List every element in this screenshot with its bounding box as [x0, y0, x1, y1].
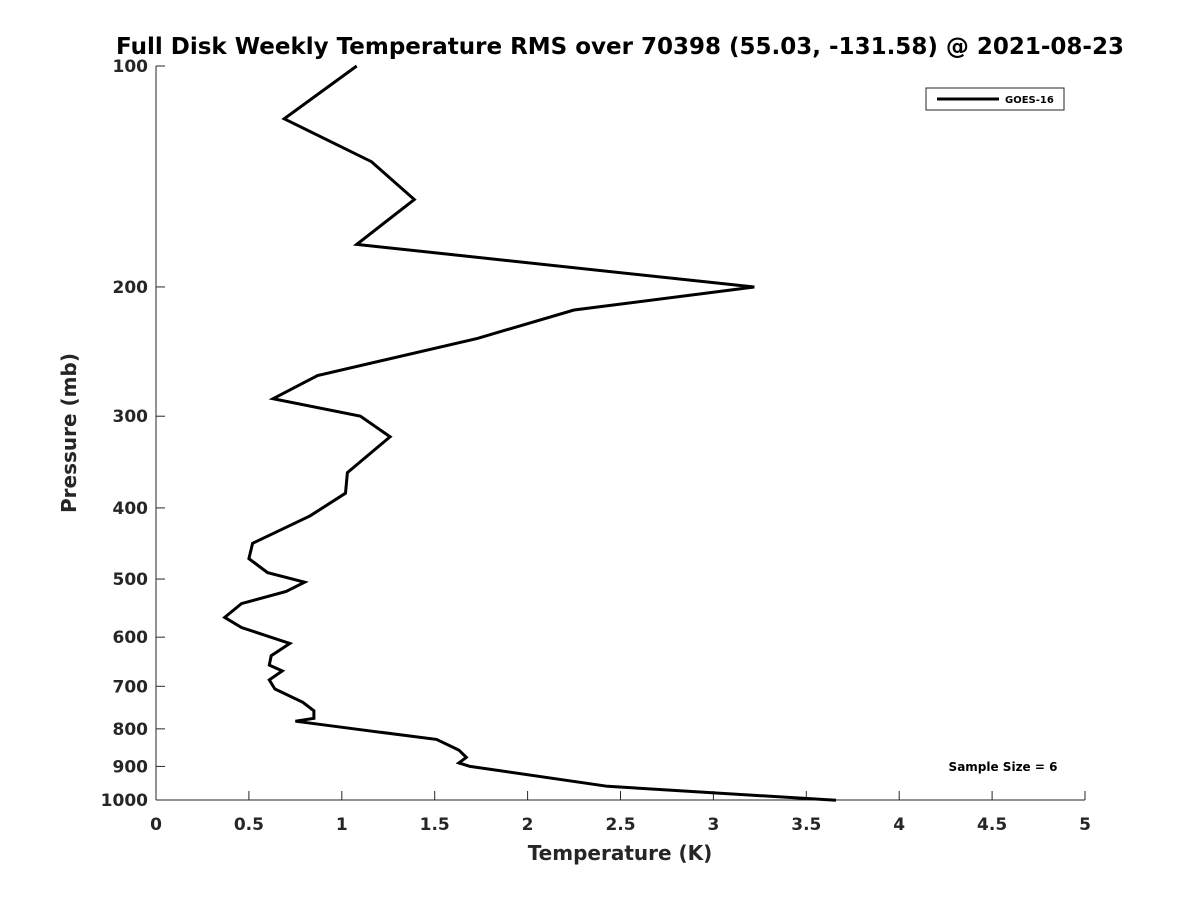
y-tick-label: 200 — [113, 278, 149, 298]
y-axis-label: Pressure (mb) — [57, 353, 81, 513]
x-tick-label: 2 — [522, 815, 534, 835]
legend-entry-goes-16: GOES-16 — [1005, 95, 1054, 106]
x-tick-label: 4 — [893, 815, 905, 835]
x-tick-label: 3.5 — [791, 815, 821, 835]
x-tick-label: 1 — [336, 815, 348, 835]
y-tick-label: 400 — [113, 499, 149, 519]
x-tick-label: 2.5 — [605, 815, 635, 835]
x-tick-label: 4.5 — [977, 815, 1007, 835]
y-tick-label: 700 — [113, 677, 149, 697]
y-tick-label: 1000 — [101, 791, 148, 811]
x-tick-label: 0 — [150, 815, 162, 835]
x-tick-label: 3 — [707, 815, 719, 835]
y-tick-label: 100 — [113, 57, 149, 77]
y-tick-label: 300 — [113, 407, 149, 427]
chart-title: Full Disk Weekly Temperature RMS over 70… — [116, 34, 1124, 60]
y-tick-label: 900 — [113, 757, 149, 777]
series-line-goes-16 — [222, 64, 837, 802]
x-tick-label: 1.5 — [420, 815, 450, 835]
y-tick-label: 600 — [113, 628, 149, 648]
series-layer — [222, 64, 837, 802]
legend: GOES-16 — [925, 87, 1065, 111]
sample-size-annotation: Sample Size = 6 — [949, 760, 1058, 774]
x-ticks: 0 0.5 1 1.5 2 2.5 3 3.5 4 4.5 5 — [150, 791, 1091, 835]
y-tick-label: 500 — [113, 570, 149, 590]
y-ticks: 100 200 300 400 500 600 700 800 900 1000 — [101, 57, 165, 811]
x-tick-label: 5 — [1079, 815, 1091, 835]
y-tick-label: 800 — [113, 720, 149, 740]
x-axis-label: Temperature (K) — [528, 841, 713, 865]
plot-axes: 0 0.5 1 1.5 2 2.5 3 3.5 4 4.5 5 100 200 300 400 500 600… — [101, 57, 1091, 835]
x-tick-label: 0.5 — [234, 815, 264, 835]
